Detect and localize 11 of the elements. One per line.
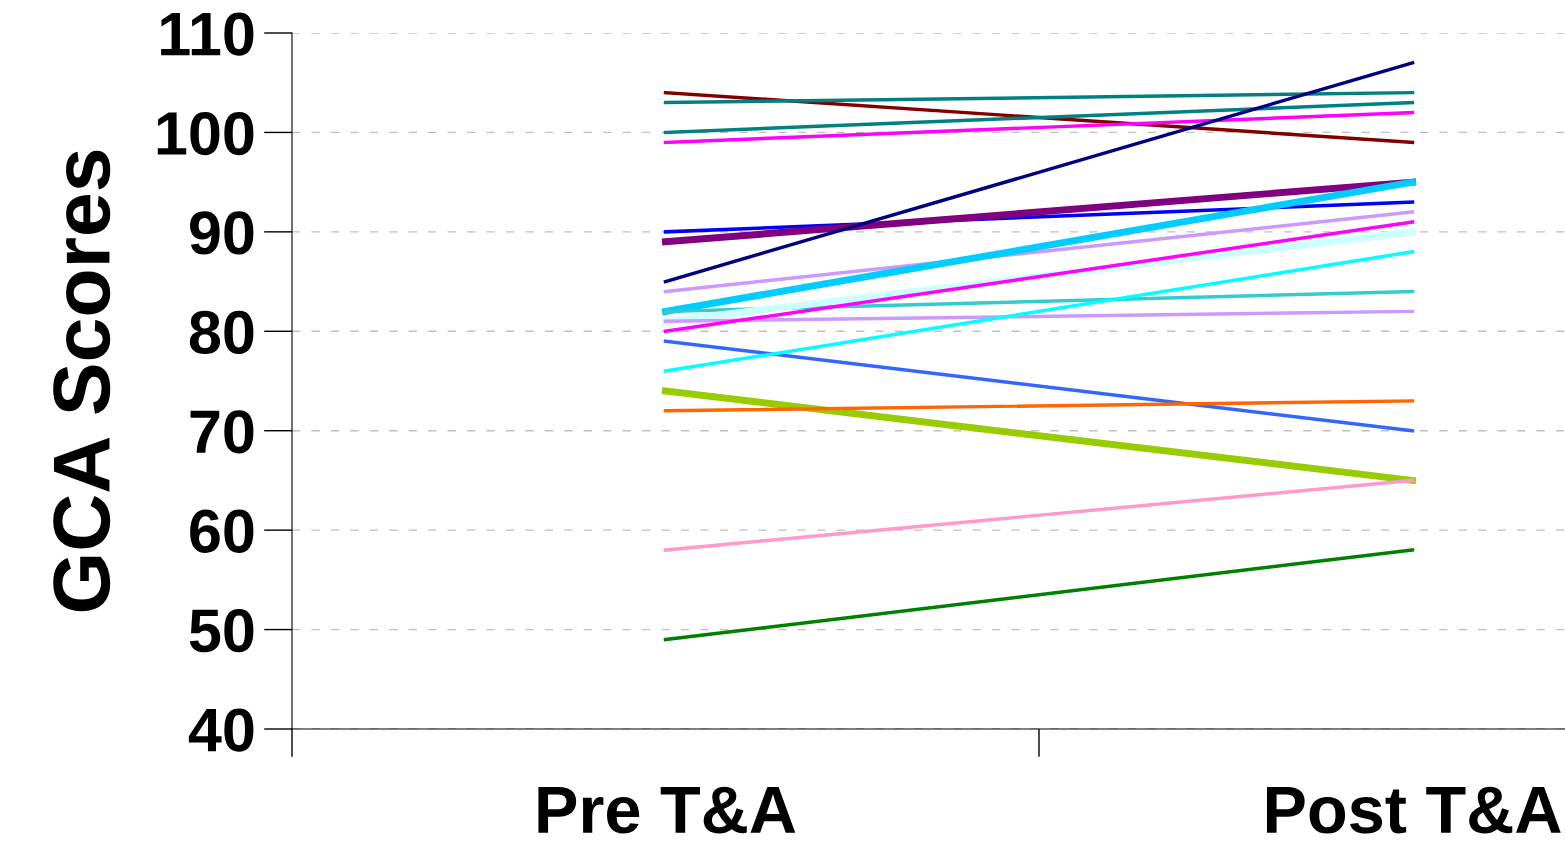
y-tick-label: 40 <box>188 708 254 752</box>
y-tick-label: 80 <box>189 310 254 355</box>
y-tick-label: 70 <box>190 410 254 454</box>
y-axis-title: GCA Scores <box>53 150 111 612</box>
y-tick-label: 60 <box>190 509 254 553</box>
x-tick-label: Post T&A <box>1266 786 1561 834</box>
x-tick-label: Pre T&A <box>538 786 796 834</box>
y-tick-label: 100 <box>157 111 254 156</box>
y-tick-label: 50 <box>189 609 254 653</box>
y-tick-label: 110 <box>161 12 254 56</box>
y-tick-label: 90 <box>190 211 254 255</box>
